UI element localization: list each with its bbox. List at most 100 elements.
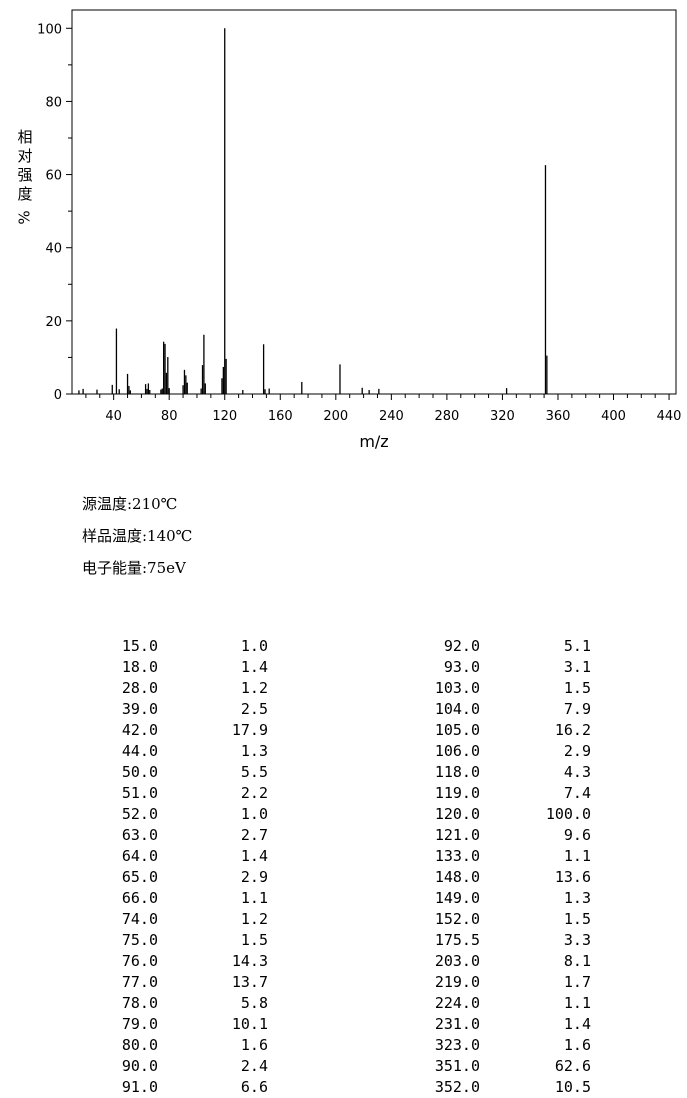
x-tick-label: 120 <box>212 409 237 424</box>
peak-intensity-value: 7.9 <box>563 700 591 718</box>
peak-intensity-value: 1.1 <box>240 889 268 907</box>
peak-mz-value: 203.0 <box>434 952 480 970</box>
x-tick-label: 80 <box>161 409 178 424</box>
peak-intensity-value: 1.0 <box>240 637 268 655</box>
peak-mz-value: 52.0 <box>121 805 158 823</box>
x-axis-label: m/z <box>359 432 388 451</box>
peak-intensity-value: 1.1 <box>563 847 591 865</box>
peak-intensity-value: 10.1 <box>231 1015 268 1033</box>
peak-mz-value: 76.0 <box>121 952 158 970</box>
peak-mz-value: 91.0 <box>121 1078 158 1096</box>
peak-intensity-value: 3.1 <box>563 658 591 676</box>
peak-intensity-value: 10.5 <box>554 1078 591 1096</box>
peak-intensity-value: 2.4 <box>240 1057 268 1075</box>
peak-intensity-value: 1.0 <box>240 805 268 823</box>
peak-intensity-value: 1.3 <box>563 889 591 907</box>
peak-intensity-value: 1.5 <box>240 931 268 949</box>
acquisition-conditions: 源温度:210℃ 样品温度:140℃ 电子能量:75eV <box>82 492 192 588</box>
peak-intensity-value: 14.3 <box>231 952 268 970</box>
peak-mz-value: 42.0 <box>121 721 158 739</box>
peak-intensity-value: 62.6 <box>554 1057 591 1075</box>
peak-intensity-value: 1.7 <box>563 973 591 991</box>
peak-mz-value: 133.0 <box>434 847 480 865</box>
peak-mz-value: 39.0 <box>121 700 158 718</box>
peak-intensity-value: 1.6 <box>240 1036 268 1054</box>
peak-intensity-value: 1.3 <box>240 742 268 760</box>
peak-intensity-value: 1.6 <box>563 1036 591 1054</box>
peak-mz-value: 224.0 <box>434 994 480 1012</box>
peak-mz-value: 93.0 <box>443 658 480 676</box>
peak-intensity-value: 1.2 <box>240 910 268 928</box>
x-tick-label: 400 <box>601 409 626 424</box>
peak-mz-value: 51.0 <box>121 784 158 802</box>
peak-mz-value: 78.0 <box>121 994 158 1012</box>
x-tick-label: 280 <box>434 409 459 424</box>
peak-mz-value: 149.0 <box>434 889 480 907</box>
peak-intensity-value: 6.6 <box>240 1078 268 1096</box>
peak-mz-value: 66.0 <box>121 889 158 907</box>
peak-intensity-value: 1.5 <box>563 679 591 697</box>
sample-temperature: 样品温度:140℃ <box>82 527 193 545</box>
peak-mz-value: 118.0 <box>434 763 480 781</box>
x-tick-label: 160 <box>268 409 293 424</box>
peak-mz-value: 28.0 <box>121 679 158 697</box>
peak-mz-value: 323.0 <box>434 1036 480 1054</box>
peak-intensity-value: 2.7 <box>240 826 268 844</box>
peak-intensity-value: 1.1 <box>563 994 591 1012</box>
peak-intensity-value: 1.4 <box>563 1015 591 1033</box>
peak-mz-value: 77.0 <box>121 973 158 991</box>
peak-intensity-value: 2.9 <box>240 868 268 886</box>
electron-energy: 电子能量:75eV <box>82 559 186 577</box>
peak-intensity-value: 9.6 <box>563 826 591 844</box>
peak-intensity-value: 100.0 <box>545 805 591 823</box>
peak-intensity-value: 2.2 <box>240 784 268 802</box>
peak-mz-value: 63.0 <box>121 826 158 844</box>
peak-mz-value: 219.0 <box>434 973 480 991</box>
x-tick-label: 440 <box>657 409 682 424</box>
y-axis-label: 相 对 强 度 % <box>12 128 38 227</box>
source-temperature: 源温度:210℃ <box>82 495 178 513</box>
peak-mz-value: 44.0 <box>121 742 158 760</box>
peak-intensity-value: 1.4 <box>240 658 268 676</box>
peak-mz-value: 64.0 <box>121 847 158 865</box>
peak-intensity-value: 2.5 <box>240 700 268 718</box>
x-tick-label: 320 <box>490 409 515 424</box>
peak-mz-value: 74.0 <box>121 910 158 928</box>
x-tick-label: 40 <box>105 409 122 424</box>
peak-intensity-value: 1.4 <box>240 847 268 865</box>
peak-mz-value: 103.0 <box>434 679 480 697</box>
y-tick-label: 60 <box>45 169 62 184</box>
peak-mz-value: 80.0 <box>121 1036 158 1054</box>
peak-intensity-value: 8.1 <box>563 952 591 970</box>
y-tick-label: 100 <box>37 22 62 37</box>
peak-intensity-value: 7.4 <box>563 784 591 802</box>
y-axis-label-char: 度 <box>17 185 33 203</box>
peak-mz-value: 15.0 <box>121 637 158 655</box>
x-tick-label: 240 <box>379 409 404 424</box>
y-axis-label-char: 强 <box>17 166 33 184</box>
peak-mz-value: 148.0 <box>434 868 480 886</box>
peak-intensity-value: 1.2 <box>240 679 268 697</box>
y-tick-label: 80 <box>45 95 62 110</box>
y-axis-label-char: 对 <box>17 147 33 165</box>
y-tick-label: 40 <box>45 242 62 257</box>
peak-mz-value: 65.0 <box>121 868 158 886</box>
peak-intensity-value: 3.3 <box>563 931 591 949</box>
plot-frame <box>71 9 677 395</box>
peak-intensity-value: 4.3 <box>563 763 591 781</box>
peak-intensity-value: 2.9 <box>563 742 591 760</box>
peak-intensity-value: 13.6 <box>554 868 591 886</box>
peak-mz-value: 231.0 <box>434 1015 480 1033</box>
peak-mz-value: 119.0 <box>434 784 480 802</box>
peak-mz-value: 92.0 <box>443 637 480 655</box>
peak-intensity-value: 5.8 <box>240 994 268 1012</box>
x-tick-label: 200 <box>323 409 348 424</box>
peak-mz-value: 18.0 <box>121 658 158 676</box>
chart-svg: 40 80 120 160 200 240 280 320 360 400 440 0 20 40 60 80… <box>37 9 682 451</box>
peak-intensity-value: 13.7 <box>231 973 268 991</box>
peak-mz-value: 79.0 <box>121 1015 158 1033</box>
peak-mz-value: 105.0 <box>434 721 480 739</box>
y-axis-unit: % <box>15 210 34 225</box>
peak-mz-value: 75.0 <box>121 931 158 949</box>
y-tick-label: 20 <box>45 315 62 330</box>
